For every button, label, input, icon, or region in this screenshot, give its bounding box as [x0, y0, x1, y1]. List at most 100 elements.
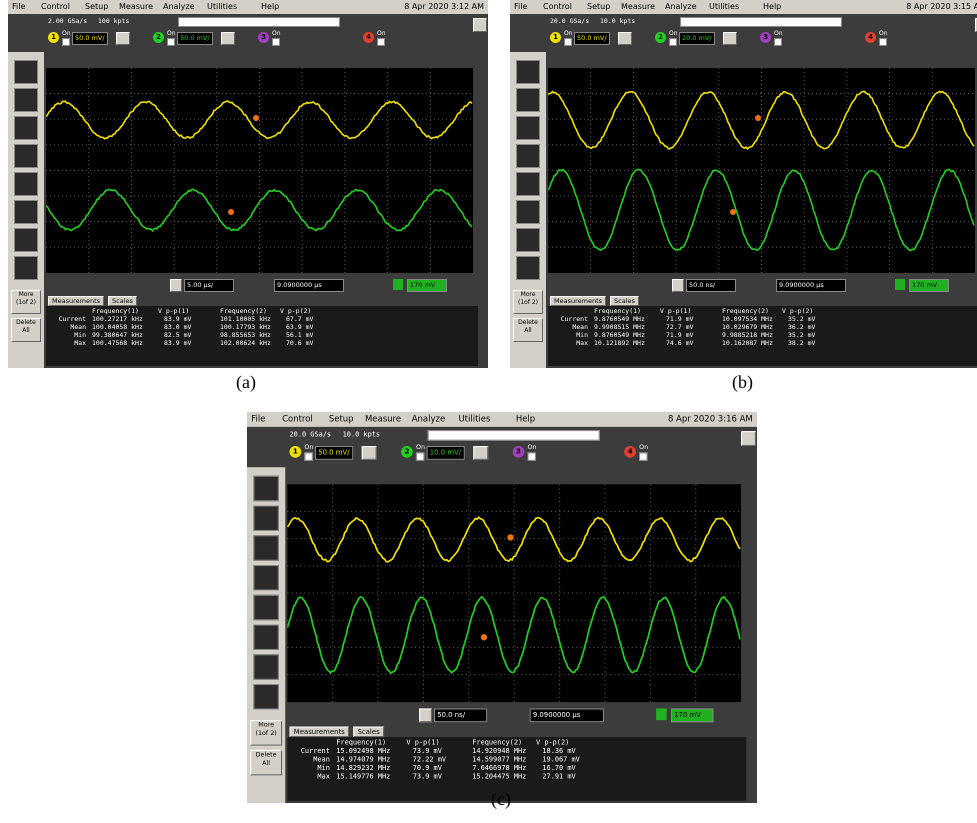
- sidebar-button[interactable]: More (1of 2): [250, 720, 282, 746]
- sidebar-button[interactable]: More (1of 2): [513, 290, 543, 314]
- channel-number[interactable]: 3: [760, 32, 771, 43]
- channel-checkbox[interactable]: [774, 38, 782, 46]
- timebase[interactable]: 50.0 ns/: [686, 279, 736, 292]
- horizontal-icon[interactable]: [419, 708, 432, 722]
- menu-item[interactable]: Setup: [85, 2, 108, 11]
- channel-checkbox[interactable]: [528, 452, 537, 461]
- trigger-icon[interactable]: [14, 228, 38, 252]
- menu-item[interactable]: Analyze: [412, 414, 446, 424]
- channel-coupling[interactable]: [473, 446, 488, 460]
- trigger-icon[interactable]: [253, 654, 279, 680]
- menu-item[interactable]: Help: [763, 2, 781, 11]
- channel-checkbox[interactable]: [416, 452, 425, 461]
- channel-scale[interactable]: 50.0 mV/: [72, 32, 108, 45]
- trigger-icon[interactable]: [253, 595, 279, 621]
- channel-coupling[interactable]: [221, 32, 235, 45]
- minimize-button[interactable]: [473, 18, 487, 32]
- trigger-icon-box[interactable]: [895, 279, 905, 290]
- trigger-icon[interactable]: [253, 535, 279, 561]
- trigger-level[interactable]: 170 mV: [407, 279, 447, 292]
- channel-number[interactable]: 4: [624, 446, 636, 458]
- trigger-icon[interactable]: [14, 200, 38, 224]
- channel-checkbox[interactable]: [639, 452, 648, 461]
- channel-coupling[interactable]: [362, 446, 377, 460]
- delay[interactable]: 9.0900000 µs: [530, 708, 604, 722]
- trigger-icon[interactable]: [253, 506, 279, 532]
- menu-item[interactable]: Control: [282, 414, 313, 424]
- trigger-icon[interactable]: [253, 565, 279, 591]
- trigger-icon[interactable]: [14, 256, 38, 280]
- trigger-icon[interactable]: [14, 172, 38, 196]
- trigger-icon[interactable]: [516, 200, 540, 224]
- sidebar-button[interactable]: More (1of 2): [11, 290, 41, 314]
- trigger-icon[interactable]: [516, 144, 540, 168]
- trigger-icon[interactable]: [14, 60, 38, 84]
- channel-number[interactable]: 3: [258, 32, 269, 43]
- sidebar-button[interactable]: Delete All: [513, 318, 543, 342]
- trigger-icon[interactable]: [516, 116, 540, 140]
- sidebar-button[interactable]: Delete All: [250, 750, 282, 776]
- menu-item[interactable]: Help: [261, 2, 279, 11]
- trigger-icon[interactable]: [516, 60, 540, 84]
- delay[interactable]: 9.0900000 µs: [274, 279, 344, 292]
- trigger-icon[interactable]: [253, 684, 279, 710]
- menu-item[interactable]: Analyze: [163, 2, 195, 11]
- timebase[interactable]: 5.00 µs/: [184, 279, 234, 292]
- trigger-icon-box[interactable]: [393, 279, 403, 290]
- menu-item[interactable]: Utilities: [458, 414, 490, 424]
- channel-scale[interactable]: 50.0 mV/: [574, 32, 610, 45]
- channel-checkbox[interactable]: [272, 38, 280, 46]
- horizontal-icon[interactable]: [672, 279, 684, 292]
- menu-item[interactable]: Setup: [329, 414, 354, 424]
- timebase[interactable]: 50.0 ns/: [434, 708, 487, 722]
- tab[interactable]: Scales: [610, 296, 639, 306]
- menu-item[interactable]: Help: [516, 414, 535, 424]
- trigger-icon[interactable]: [14, 88, 38, 112]
- trigger-icon[interactable]: [516, 88, 540, 112]
- tab[interactable]: Measurements: [48, 296, 104, 306]
- channel-number[interactable]: 4: [865, 32, 876, 43]
- channel-checkbox[interactable]: [62, 38, 70, 46]
- minimize-button[interactable]: [741, 431, 756, 446]
- tab[interactable]: Measurements: [290, 727, 350, 738]
- tab[interactable]: Scales: [353, 727, 384, 738]
- menu-item[interactable]: Analyze: [665, 2, 697, 11]
- trigger-icon[interactable]: [516, 228, 540, 252]
- channel-number[interactable]: 3: [513, 446, 525, 458]
- channel-number[interactable]: 4: [363, 32, 374, 43]
- channel-checkbox[interactable]: [377, 38, 385, 46]
- trigger-icon[interactable]: [516, 256, 540, 280]
- channel-number[interactable]: 2: [401, 446, 413, 458]
- trigger-icon[interactable]: [253, 476, 279, 502]
- delay[interactable]: 9.0900000 µs: [776, 279, 846, 292]
- channel-number[interactable]: 1: [48, 32, 59, 43]
- menu-item[interactable]: Utilities: [207, 2, 237, 11]
- trigger-icon[interactable]: [14, 144, 38, 168]
- channel-number[interactable]: 1: [290, 446, 302, 458]
- channel-scale[interactable]: 50.0 mV/: [177, 32, 213, 45]
- menu-item[interactable]: Measure: [119, 2, 153, 11]
- menu-item[interactable]: Control: [41, 2, 70, 11]
- channel-checkbox[interactable]: [167, 38, 175, 46]
- channel-scale[interactable]: 10.0 mV/: [427, 446, 465, 460]
- channel-scale[interactable]: 50.0 mV/: [315, 446, 353, 460]
- trigger-level[interactable]: 170 mV: [671, 708, 714, 722]
- menu-item[interactable]: File: [514, 2, 527, 11]
- channel-number[interactable]: 1: [550, 32, 561, 43]
- channel-number[interactable]: 2: [655, 32, 666, 43]
- menu-item[interactable]: Control: [543, 2, 572, 11]
- horizontal-icon[interactable]: [170, 279, 182, 292]
- channel-checkbox[interactable]: [669, 38, 677, 46]
- tab[interactable]: Measurements: [550, 296, 606, 306]
- channel-checkbox[interactable]: [304, 452, 313, 461]
- menu-item[interactable]: File: [12, 2, 25, 11]
- tab[interactable]: Scales: [108, 296, 137, 306]
- menu-item[interactable]: Measure: [365, 414, 401, 424]
- channel-checkbox[interactable]: [564, 38, 572, 46]
- menu-item[interactable]: Utilities: [709, 2, 739, 11]
- trigger-icon[interactable]: [516, 172, 540, 196]
- trigger-icon[interactable]: [253, 625, 279, 651]
- trigger-icon-box[interactable]: [656, 708, 667, 720]
- channel-checkbox[interactable]: [879, 38, 887, 46]
- trigger-level[interactable]: 170 mV: [909, 279, 949, 292]
